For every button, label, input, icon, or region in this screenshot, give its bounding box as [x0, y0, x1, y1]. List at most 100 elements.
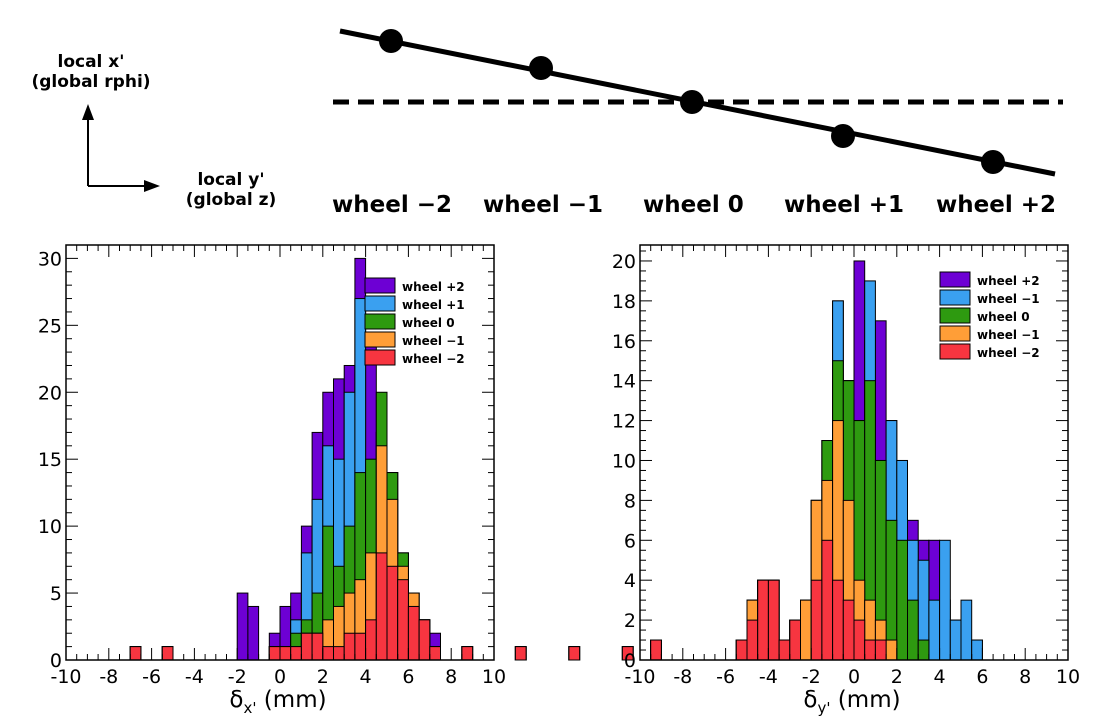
- local-x-arrowhead: [82, 104, 94, 120]
- x-tick-label: 8: [1019, 666, 1031, 688]
- x-tick-label: -4: [759, 666, 778, 688]
- local-x-label: local x' (global rphi): [22, 52, 160, 92]
- x-tick-label: 8: [445, 666, 457, 688]
- local-y-arrowhead: [144, 180, 160, 192]
- hist-bar: [960, 599, 973, 661]
- y-tick-label: 20: [38, 382, 62, 404]
- legend-swatch: [364, 295, 396, 312]
- legend-label: wheel −1: [977, 292, 1040, 306]
- y-tick-label: 6: [624, 530, 636, 552]
- wheel-label-minus2: wheel −2: [332, 192, 452, 218]
- y-tick-label: 25: [38, 315, 62, 337]
- hist-bar: [885, 639, 898, 661]
- hist-bar: [800, 599, 812, 661]
- wheel-plus1-dot: [831, 124, 855, 148]
- x-tick-label: -6: [142, 666, 161, 688]
- y-tick-label: 8: [624, 490, 636, 512]
- legend-swatch: [939, 289, 971, 306]
- y-tick-label: 20: [612, 251, 636, 273]
- legend-label: wheel 0: [402, 316, 455, 330]
- legend-label: wheel 0: [977, 310, 1030, 324]
- hist-bar: [757, 579, 769, 661]
- hist-bar: [907, 599, 919, 661]
- hist-bar: [735, 639, 748, 661]
- y-tick-label: 16: [612, 331, 636, 353]
- legend-label: wheel +2: [977, 274, 1040, 288]
- hist-bar: [896, 539, 908, 661]
- y-tick-label: 12: [612, 411, 636, 433]
- y-tick-label: 18: [612, 291, 636, 313]
- hist-bar: [832, 579, 844, 661]
- y-tick-label: 2: [624, 610, 636, 632]
- legend-swatch: [364, 313, 396, 330]
- local-y-label: local y' (global z): [168, 170, 294, 210]
- hist-bar: [621, 646, 634, 661]
- hist-bar: [928, 599, 941, 661]
- legend-swatch: [939, 343, 971, 360]
- x-tick-label: 6: [976, 666, 988, 688]
- legend-swatch: [939, 325, 971, 342]
- wheel-minus1-dot: [529, 56, 553, 80]
- wheel-label-0: wheel 0: [643, 192, 744, 218]
- wheel-label-minus1: wheel −1: [483, 192, 603, 218]
- legend-swatch: [939, 307, 971, 324]
- x-axis-label: δx' (mm): [229, 687, 326, 717]
- hist-bar: [864, 639, 876, 661]
- wheel-label-plus2: wheel +2: [936, 192, 1056, 218]
- y-tick-label: 4: [624, 570, 636, 592]
- legend-label: wheel −1: [402, 334, 465, 348]
- y-tick-label: 0: [50, 650, 62, 672]
- x-tick-label: -8: [673, 666, 692, 688]
- x-tick-label: 4: [360, 666, 372, 688]
- y-tick-label: 10: [38, 516, 62, 538]
- hist-bar: [842, 599, 855, 661]
- legend-swatch: [364, 349, 396, 366]
- y-tick-label: 15: [38, 449, 62, 471]
- legend-label: wheel −2: [402, 352, 465, 366]
- x-tick-label: 4: [934, 666, 946, 688]
- y-tick-label: 10: [612, 450, 636, 472]
- x-tick-label: 6: [402, 666, 414, 688]
- local-y-line1: local y': [197, 170, 265, 190]
- local-y-line2: (global z): [185, 190, 277, 210]
- legend-label: wheel +1: [402, 298, 465, 312]
- x-tick-label: 10: [1056, 666, 1080, 688]
- hist-bar: [917, 639, 930, 661]
- legend-label: wheel +2: [402, 280, 465, 294]
- hist-bar: [874, 639, 887, 661]
- x-tick-label: -10: [624, 666, 655, 688]
- hist-bar: [789, 619, 801, 661]
- x-tick-label: 10: [482, 666, 506, 688]
- x-axis-label: δy' (mm): [803, 687, 900, 717]
- hist-bar: [939, 539, 951, 661]
- y-tick-label: 30: [38, 248, 62, 270]
- legend-swatch: [939, 271, 971, 288]
- x-tick-label: 2: [317, 666, 329, 688]
- hist-bar: [778, 639, 791, 661]
- wheel-label-plus1: wheel +1: [784, 192, 904, 218]
- hist-bar: [949, 619, 962, 661]
- x-tick-label: 0: [274, 666, 286, 688]
- local-x-line2: (global rphi): [31, 72, 151, 92]
- local-x-line1: local x': [57, 52, 125, 72]
- wheel-plus2-dot: [981, 150, 1005, 174]
- hist-bar: [568, 646, 581, 661]
- x-tick-label: -6: [716, 666, 735, 688]
- x-tick-label: -4: [185, 666, 204, 688]
- x-tick-label: -8: [99, 666, 118, 688]
- y-tick-label: 14: [612, 371, 636, 393]
- hist-bar: [853, 619, 866, 661]
- y-tick-label: 5: [50, 583, 62, 605]
- x-tick-label: -10: [50, 666, 81, 688]
- x-tick-label: 0: [848, 666, 860, 688]
- hist-bar: [650, 639, 662, 661]
- hist-bar: [514, 646, 527, 661]
- hist-bar: [885, 519, 898, 661]
- hist-bar: [767, 579, 780, 661]
- wheel-0-dot: [680, 90, 704, 114]
- wheel-minus2-dot: [379, 29, 403, 53]
- x-tick-label: 2: [891, 666, 903, 688]
